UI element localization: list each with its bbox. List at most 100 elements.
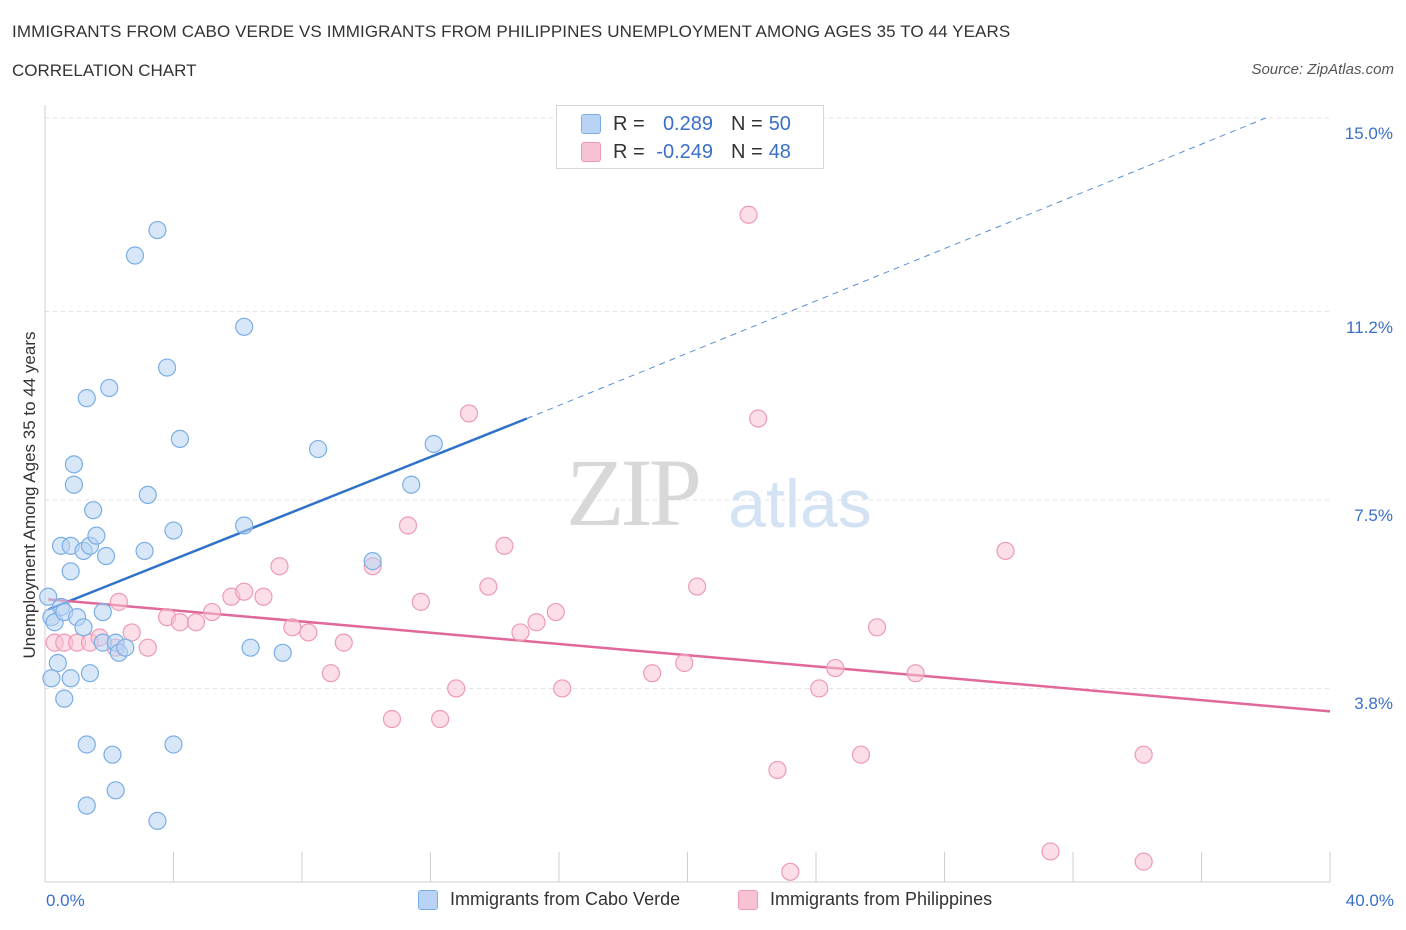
n-value: 50 xyxy=(768,112,791,135)
philippines-point[interactable] xyxy=(996,541,1015,561)
cabo-verde-point[interactable] xyxy=(135,541,154,561)
philippines-point[interactable] xyxy=(431,709,450,729)
philippines-point[interactable] xyxy=(851,745,871,764)
philippines-point[interactable] xyxy=(202,602,222,622)
cabo-verde-point[interactable] xyxy=(39,587,58,606)
philippines-point[interactable] xyxy=(122,623,141,642)
philippines-point[interactable] xyxy=(643,664,662,683)
philippines-point[interactable] xyxy=(479,577,498,596)
philippines-point[interactable] xyxy=(511,623,530,642)
legend-label-philippines: Immigrants from Philippines xyxy=(770,889,993,909)
philippines-point[interactable] xyxy=(411,592,430,611)
cabo-verde-point[interactable] xyxy=(157,358,177,377)
philippines-point[interactable] xyxy=(749,409,768,428)
r-value: -0.249 xyxy=(656,140,713,163)
watermark-atlas: atlas xyxy=(728,466,872,542)
philippines-point[interactable] xyxy=(1041,842,1060,861)
cabo-verde-point[interactable] xyxy=(48,653,67,673)
stats-legend: R = 0.289 N = 50 R = -0.249 N = 48 xyxy=(556,105,824,169)
cabo-verde-point[interactable] xyxy=(96,546,116,566)
philippines-point[interactable] xyxy=(527,613,546,632)
cabo-verde-point[interactable] xyxy=(80,664,100,683)
cabo-verde-point[interactable] xyxy=(138,485,157,505)
philippines-point[interactable] xyxy=(254,587,273,606)
legend-label-cabo-verde: Immigrants from Cabo Verde xyxy=(450,889,681,909)
legend-item-philippines[interactable]: Immigrants from Philippines xyxy=(738,889,992,910)
y-tick-label: 3.8% xyxy=(1354,694,1393,714)
philippines-point[interactable] xyxy=(299,623,318,642)
cabo-verde-point[interactable] xyxy=(125,246,145,265)
cabo-verde-point[interactable] xyxy=(61,669,80,688)
philippines-point[interactable] xyxy=(186,613,206,632)
philippines-point[interactable] xyxy=(688,577,707,596)
cabo-verde-point[interactable] xyxy=(61,562,80,581)
watermark-zip: ZIP xyxy=(566,439,699,546)
legend-item-cabo-verde[interactable]: Immigrants from Cabo Verde xyxy=(418,889,680,910)
cabo-verde-point[interactable] xyxy=(103,745,122,764)
philippines-point[interactable] xyxy=(398,516,418,535)
n-label: N = xyxy=(731,140,763,163)
cabo-verde-point[interactable] xyxy=(148,220,167,240)
cabo-verde-point[interactable] xyxy=(164,735,183,754)
philippines-point[interactable] xyxy=(138,638,157,657)
cabo-verde-point[interactable] xyxy=(235,317,254,336)
philippines-point[interactable] xyxy=(739,205,758,224)
cabo-verde-point[interactable] xyxy=(100,378,119,398)
r-label: R = xyxy=(613,112,645,135)
philippines-point[interactable] xyxy=(495,536,514,555)
philippines-point[interactable] xyxy=(109,592,128,611)
n-label: N = xyxy=(731,112,763,135)
cabo-verde-point[interactable] xyxy=(402,475,421,494)
philippines-point[interactable] xyxy=(906,664,925,683)
cabo-verde-point[interactable] xyxy=(93,602,112,622)
philippines-point[interactable] xyxy=(781,862,800,881)
cabo-verde-point[interactable] xyxy=(77,389,96,408)
philippines-point[interactable] xyxy=(810,679,829,698)
philippines-point[interactable] xyxy=(382,709,402,729)
cabo-verde-point[interactable] xyxy=(87,526,106,545)
philippines-point[interactable] xyxy=(321,664,341,683)
philippines-point[interactable] xyxy=(459,404,479,423)
n-value: 48 xyxy=(768,140,791,163)
cabo-verde-point[interactable] xyxy=(363,552,382,571)
cabo-verde-point[interactable] xyxy=(235,516,254,535)
cabo-verde-point[interactable] xyxy=(42,669,61,688)
cabo-verde-point[interactable] xyxy=(106,781,125,800)
philippines-point[interactable] xyxy=(826,658,845,678)
cabo-verde-point[interactable] xyxy=(77,796,96,815)
cabo-verde-point[interactable] xyxy=(308,439,328,459)
philippines-point[interactable] xyxy=(447,679,466,698)
stats-legend-row-philippines: R = -0.249 N = 48 xyxy=(581,139,791,165)
philippines-point[interactable] xyxy=(170,613,190,632)
cabo-verde-point[interactable] xyxy=(64,475,84,494)
philippines-point[interactable] xyxy=(768,760,787,780)
philippines-point[interactable] xyxy=(867,618,887,637)
cabo-verde-point[interactable] xyxy=(55,689,74,708)
philippines-point[interactable] xyxy=(546,602,565,622)
cabo-verde-point[interactable] xyxy=(74,618,93,637)
cabo-verde-point[interactable] xyxy=(424,434,443,454)
philippines-point[interactable] xyxy=(1134,852,1153,871)
cabo-verde-point[interactable] xyxy=(273,643,292,662)
cabo-verde-point[interactable] xyxy=(64,455,84,474)
philippines-point[interactable] xyxy=(270,557,289,576)
trend-lines xyxy=(47,117,1331,713)
cabo-verde-point[interactable] xyxy=(148,811,167,830)
philippines-point[interactable] xyxy=(334,633,353,652)
philippines-point[interactable] xyxy=(283,618,302,637)
philippines-point[interactable] xyxy=(675,653,694,673)
cabo-verde-point[interactable] xyxy=(84,501,103,520)
cabo-verde-trend-extension xyxy=(526,117,1266,419)
x-tick-label-max: 40.0% xyxy=(1345,891,1394,910)
philippines-point[interactable] xyxy=(1134,745,1153,764)
r-value: 0.289 xyxy=(662,112,713,135)
cabo-verde-point[interactable] xyxy=(77,735,96,754)
y-axis-title: Unemployment Among Ages 35 to 44 years xyxy=(20,331,39,659)
y-tick-label: 7.5% xyxy=(1354,506,1393,525)
cabo-verde-point[interactable] xyxy=(164,521,183,540)
philippines-point[interactable] xyxy=(553,679,572,698)
philippines-point[interactable] xyxy=(235,582,254,601)
cabo-verde-point[interactable] xyxy=(116,638,135,657)
cabo-verde-point[interactable] xyxy=(170,429,190,448)
cabo-verde-point[interactable] xyxy=(241,638,260,657)
